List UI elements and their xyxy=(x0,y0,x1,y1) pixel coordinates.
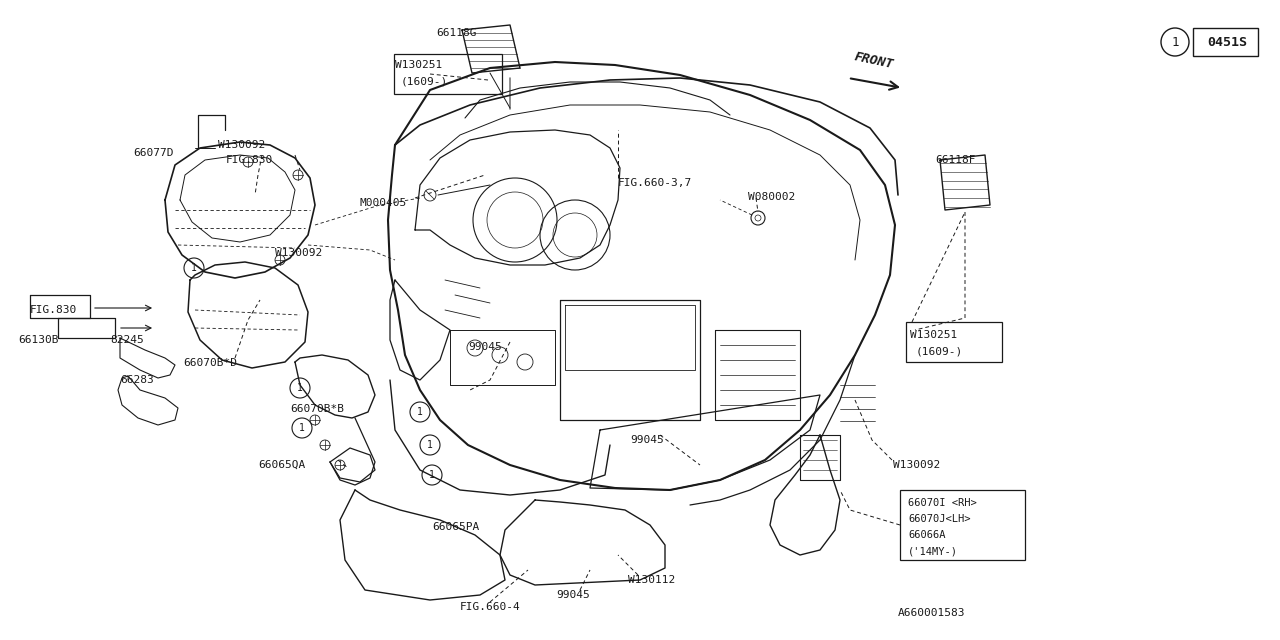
Bar xyxy=(900,490,1025,560)
Text: (1609-): (1609-) xyxy=(401,76,448,86)
Text: FRONT: FRONT xyxy=(852,50,895,71)
Text: 99045: 99045 xyxy=(630,435,664,445)
Text: A660001583: A660001583 xyxy=(899,608,965,618)
Text: 66283: 66283 xyxy=(120,375,154,385)
Text: FIG.830: FIG.830 xyxy=(227,155,273,165)
Text: 66065QA: 66065QA xyxy=(259,460,305,470)
Text: 0451S: 0451S xyxy=(1207,35,1247,49)
Bar xyxy=(394,54,502,94)
Text: ('14MY-): ('14MY-) xyxy=(908,546,957,556)
Text: W130251: W130251 xyxy=(910,330,957,340)
Text: 1: 1 xyxy=(191,263,197,273)
Text: 1: 1 xyxy=(417,407,422,417)
Text: FIG.660-4: FIG.660-4 xyxy=(460,602,521,612)
Text: 66070B*B: 66070B*B xyxy=(291,404,344,414)
Text: W130092: W130092 xyxy=(218,140,265,150)
Text: 1: 1 xyxy=(1171,35,1179,49)
Text: 99045: 99045 xyxy=(468,342,502,352)
Text: 66066A: 66066A xyxy=(908,530,946,540)
Text: M000405: M000405 xyxy=(360,198,407,208)
Text: W130251: W130251 xyxy=(396,60,443,70)
Text: FIG.830: FIG.830 xyxy=(29,305,77,315)
Bar xyxy=(1193,28,1258,56)
Text: 1: 1 xyxy=(429,470,435,480)
Text: 1: 1 xyxy=(300,423,305,433)
Text: 1: 1 xyxy=(297,383,303,393)
Text: 66118G: 66118G xyxy=(436,28,476,38)
Text: 66065PA: 66065PA xyxy=(433,522,479,532)
Text: W080002: W080002 xyxy=(748,192,795,202)
Text: 66070B*D: 66070B*D xyxy=(183,358,237,368)
Text: 66118F: 66118F xyxy=(934,155,975,165)
Text: W130112: W130112 xyxy=(628,575,676,585)
Text: 66070I <RH>: 66070I <RH> xyxy=(908,498,977,508)
Text: (1609-): (1609-) xyxy=(916,346,964,356)
Text: FIG.660-3,7: FIG.660-3,7 xyxy=(618,178,692,188)
Text: W130092: W130092 xyxy=(275,248,323,258)
Text: 66130B: 66130B xyxy=(18,335,59,345)
Text: 66070J<LH>: 66070J<LH> xyxy=(908,514,970,524)
Text: W130092: W130092 xyxy=(893,460,941,470)
Text: 1: 1 xyxy=(428,440,433,450)
Text: 82245: 82245 xyxy=(110,335,143,345)
Text: 99045: 99045 xyxy=(556,590,590,600)
Text: 66077D: 66077D xyxy=(133,148,174,158)
Bar xyxy=(906,322,1002,362)
